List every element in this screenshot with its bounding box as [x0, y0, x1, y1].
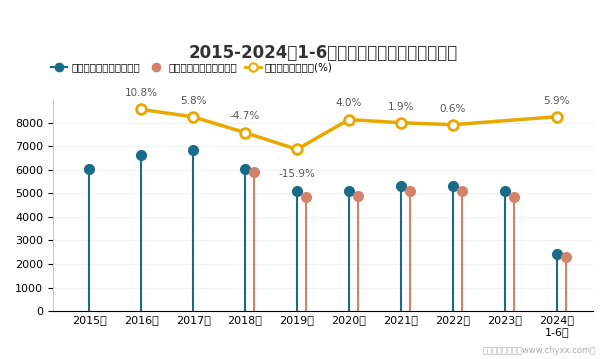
- Text: 5.8%: 5.8%: [180, 96, 206, 106]
- Text: -4.7%: -4.7%: [230, 112, 260, 121]
- Text: 0.6%: 0.6%: [440, 103, 466, 113]
- Text: 制图：智误咋询（www.chyxx.com）: 制图：智误咋询（www.chyxx.com）: [483, 346, 596, 355]
- Text: 5.9%: 5.9%: [544, 95, 570, 106]
- Text: 1.9%: 1.9%: [387, 102, 414, 112]
- Title: 2015-2024年1-6月汽车制造业企业利润统计图: 2015-2024年1-6月汽车制造业企业利润统计图: [188, 44, 458, 62]
- Legend: 利润总额累计值（亿元）, 营业利润累计值（亿元）, 利润总额累计增长(%): 利润总额累计值（亿元）, 营业利润累计值（亿元）, 利润总额累计增长(%): [47, 58, 337, 76]
- Text: 4.0%: 4.0%: [336, 98, 362, 108]
- Text: 10.8%: 10.8%: [125, 88, 157, 98]
- Text: -15.9%: -15.9%: [278, 169, 316, 179]
